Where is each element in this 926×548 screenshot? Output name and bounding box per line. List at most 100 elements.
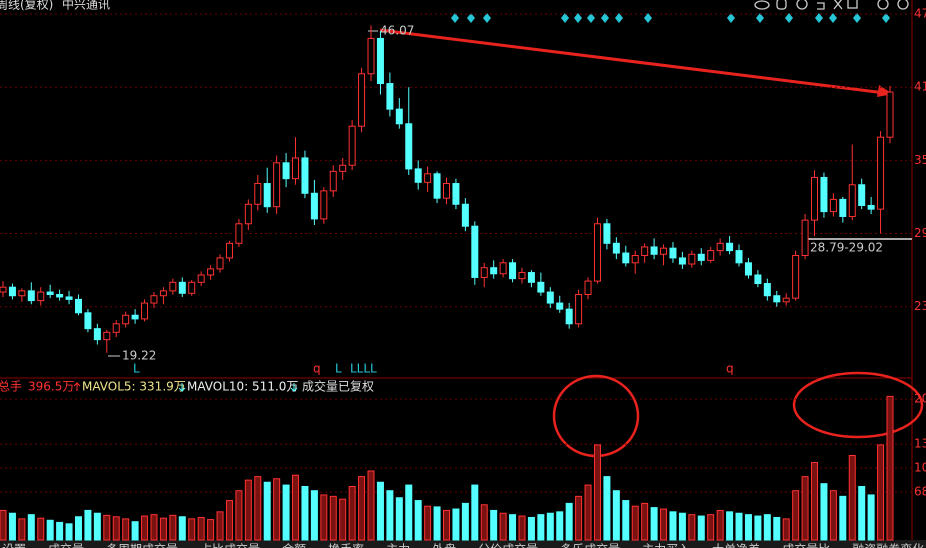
volume-bar	[150, 514, 158, 541]
y-tick-label: 20	[914, 392, 926, 406]
range-label: 28.79-29.02	[810, 241, 883, 255]
candle-body	[593, 223, 601, 282]
volume-bar	[405, 484, 413, 541]
candle-body	[877, 136, 885, 210]
candle-body	[678, 257, 686, 265]
candle-body	[499, 262, 507, 275]
period-label: 周线(复权)	[0, 0, 53, 12]
tab[interactable]: 占比成交量	[200, 542, 260, 548]
volume-bar	[546, 512, 554, 541]
candle-body	[848, 184, 856, 217]
volume-bar	[188, 518, 196, 541]
toolbar[interactable]	[754, 0, 909, 10]
tab[interactable]: 多周期成交量	[106, 542, 178, 548]
tab-bar	[0, 540, 926, 548]
cut-icon[interactable]	[833, 0, 843, 10]
eye-icon[interactable]	[754, 0, 770, 10]
candle-body	[575, 294, 583, 325]
candle-body	[358, 73, 366, 127]
tab[interactable]: 分价成交量	[478, 542, 538, 548]
volume-bar	[622, 500, 630, 541]
candle-body	[584, 280, 592, 296]
box-icon[interactable]	[847, 0, 858, 9]
volume-bar	[263, 481, 271, 541]
high-label: 46.07	[380, 24, 414, 38]
tab[interactable]: 金额	[282, 542, 306, 548]
candle-body	[461, 203, 469, 227]
volume-bar	[282, 484, 290, 541]
tab[interactable]: 融资融券变化	[852, 542, 924, 548]
volume-bar	[122, 518, 130, 541]
volume-bar	[65, 523, 73, 541]
candle-body	[339, 164, 347, 172]
candle-body	[792, 254, 800, 299]
candle-body	[244, 203, 252, 225]
volume-bar	[273, 478, 281, 541]
down-arrow	[290, 383, 298, 392]
tab[interactable]: 主力买入	[642, 543, 690, 548]
down-arrow	[178, 383, 186, 392]
candle-body	[178, 281, 186, 294]
candle-body	[320, 190, 328, 220]
candle-body	[414, 168, 422, 183]
play-icon[interactable]	[796, 0, 808, 10]
hand-icon[interactable]	[776, 0, 787, 10]
candle-body	[235, 223, 243, 244]
undo-icon[interactable]	[817, 2, 825, 10]
candle-body	[480, 267, 488, 278]
candle-body	[839, 198, 847, 217]
candle-body	[858, 184, 866, 206]
tab[interactable]: 大单净差	[712, 543, 760, 548]
candle-body	[820, 176, 828, 213]
volume-bar	[169, 514, 177, 541]
candle-body	[65, 296, 73, 300]
candle-body	[811, 176, 819, 221]
zoom-out[interactable]	[897, 0, 909, 10]
volume-bar	[829, 490, 837, 541]
candle-body	[754, 274, 762, 285]
candle-body	[329, 170, 337, 192]
candle-body	[518, 272, 526, 280]
tab[interactable]: 主力	[386, 543, 410, 548]
volume-bar	[358, 476, 366, 541]
tab[interactable]: 设置	[2, 543, 26, 548]
signal: q	[726, 362, 734, 376]
volume-bar	[216, 511, 224, 541]
volume-bar	[886, 395, 894, 541]
tab[interactable]: 换手率	[328, 542, 364, 548]
candle-body	[37, 291, 45, 302]
signal: L	[335, 362, 342, 376]
candle-body	[688, 253, 696, 265]
volume-bar	[46, 519, 54, 541]
volume-bar	[452, 508, 460, 541]
candle-body	[348, 125, 356, 166]
candle-body	[433, 173, 441, 199]
arrow	[379, 28, 886, 95]
candle-body	[537, 281, 545, 293]
candle-body	[46, 291, 54, 296]
tab[interactable]: 多乐成交量	[560, 542, 620, 548]
volume-bar	[688, 514, 696, 541]
candle-body	[395, 108, 403, 125]
volume-bar	[225, 500, 233, 541]
volume-bar	[424, 505, 432, 541]
candle-body	[716, 242, 724, 252]
volume-bar	[395, 497, 403, 541]
candle-body	[376, 37, 384, 85]
volume-bar	[141, 515, 149, 541]
volume-bar	[443, 509, 450, 541]
zoom-in[interactable]	[877, 0, 889, 10]
tab[interactable]: 成交量	[48, 542, 84, 548]
y-tick-label: 13	[914, 437, 926, 451]
candle-body	[131, 314, 139, 320]
tab[interactable]: 外盘	[432, 542, 456, 548]
volume-bar	[782, 518, 790, 541]
volume-bar	[178, 516, 186, 541]
candle-body	[669, 247, 677, 259]
low-label: 19.22	[122, 349, 156, 363]
tab[interactable]: 成交量比	[782, 542, 830, 548]
candle-body	[18, 290, 26, 297]
volume-bar	[593, 444, 601, 541]
